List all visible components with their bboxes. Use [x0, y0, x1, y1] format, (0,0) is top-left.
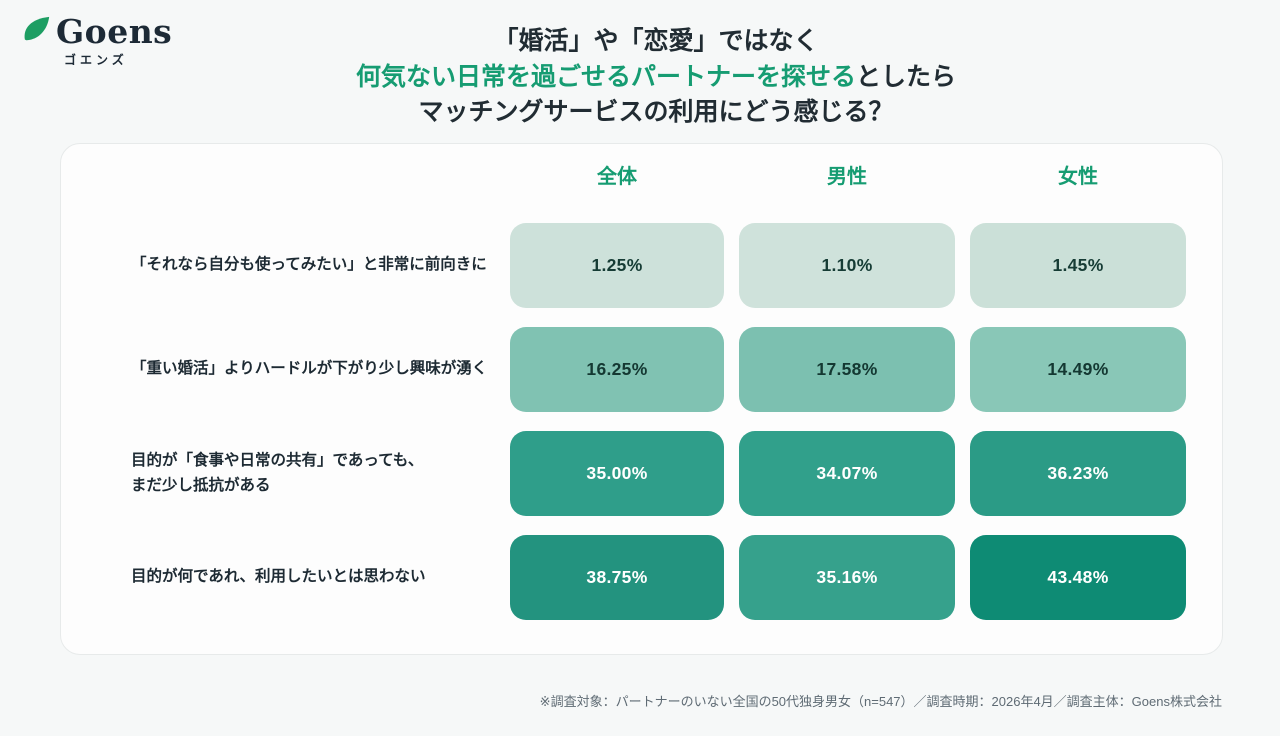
- heatmap-cell: 36.23%: [970, 431, 1186, 516]
- heatmap-cell: 16.25%: [510, 327, 724, 412]
- heatmap-cell: 34.07%: [739, 431, 955, 516]
- title-line2-rest: としたら: [856, 62, 957, 91]
- results-card: 全体 男性 女性 「それなら自分も使ってみたい」と非常に前向きに 1.25% 1…: [60, 143, 1223, 655]
- goens-logo: Goens ゴエンズ: [22, 12, 172, 68]
- row-label-very-positive: 「それなら自分も使ってみたい」と非常に前向きに: [131, 256, 487, 274]
- heatmap-cell: 1.10%: [739, 223, 955, 308]
- logo-subtitle: ゴエンズ: [64, 53, 128, 67]
- title-line3: マッチングサービスの利用にどう感じる？: [418, 98, 894, 126]
- heatmap-cell: 43.48%: [970, 535, 1186, 620]
- row-label-still-resistant: 目的が「食事や日常の共有」であっても、 まだ少し抵抗がある: [131, 452, 424, 494]
- heatmap-cell: 14.49%: [970, 327, 1186, 412]
- title-line2-highlight: 何気ない日常を過ごせるパートナーを探せる: [355, 62, 856, 91]
- heatmap-table: 全体 男性 女性 「それなら自分も使ってみたい」と非常に前向きに 1.25% 1…: [131, 164, 1186, 620]
- column-header-female: 女性: [1058, 166, 1098, 188]
- heatmap-cell: 1.45%: [970, 223, 1186, 308]
- survey-footnote: ※調査対象：パートナーのいない全国の50代独身男女（n=547）／調査時期：20…: [539, 694, 1222, 709]
- heatmap-cell: 17.58%: [739, 327, 955, 412]
- column-header-male: 男性: [827, 166, 867, 188]
- title-line1: 「婚活」や「恋愛」ではなく: [493, 27, 819, 55]
- heatmap-cell: 35.00%: [510, 431, 724, 516]
- heatmap-cell: 35.16%: [739, 535, 955, 620]
- page-title: 「婚活」や「恋愛」ではなく 何気ない日常を過ごせるパートナーを探せるとしたら マ…: [0, 24, 1280, 131]
- heatmap-cell: 1.25%: [510, 223, 724, 308]
- heatmap-cell: 38.75%: [510, 535, 724, 620]
- corner-spacer: [131, 164, 495, 204]
- leaf-icon: [24, 16, 50, 40]
- logo-wordmark: Goens: [56, 12, 173, 51]
- row-label-some-interest: 「重い婚活」よりハードルが下がり少し興味が湧く: [131, 360, 488, 378]
- row-label-no-intention: 目的が何であれ、利用したいとは思わない: [131, 568, 426, 586]
- column-header-all: 全体: [597, 166, 637, 188]
